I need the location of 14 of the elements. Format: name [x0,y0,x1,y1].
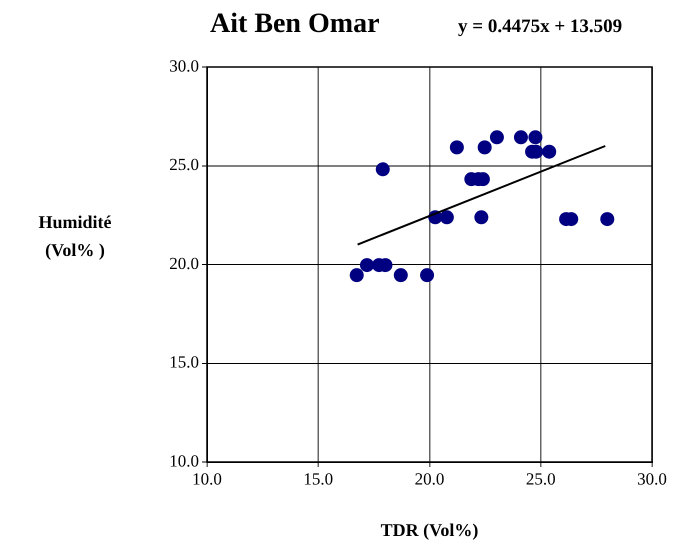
x-tick-label: 25.0 [526,470,556,489]
x-tick-label: 15.0 [303,470,334,489]
x-axis-title: TDR (Vol%) [380,520,480,541]
chart-title: Ait Ben Omar [210,8,380,40]
y-tick-label: 30.0 [169,56,199,76]
y-axis-title: Humidité (Vol% ) [37,211,112,262]
y-tick-label: 25.0 [169,155,199,174]
x-tick-label: 20.0 [414,470,444,489]
y-tick-label: 15.0 [169,352,199,372]
x-tick-label: 10.0 [192,470,222,489]
x-tick-label: 30.0 [637,470,667,489]
text: y = 0.4475x + 13.509 [458,16,622,38]
y-tick-label: 20.0 [169,254,199,273]
y-tick-label: 10.0 [169,451,199,470]
